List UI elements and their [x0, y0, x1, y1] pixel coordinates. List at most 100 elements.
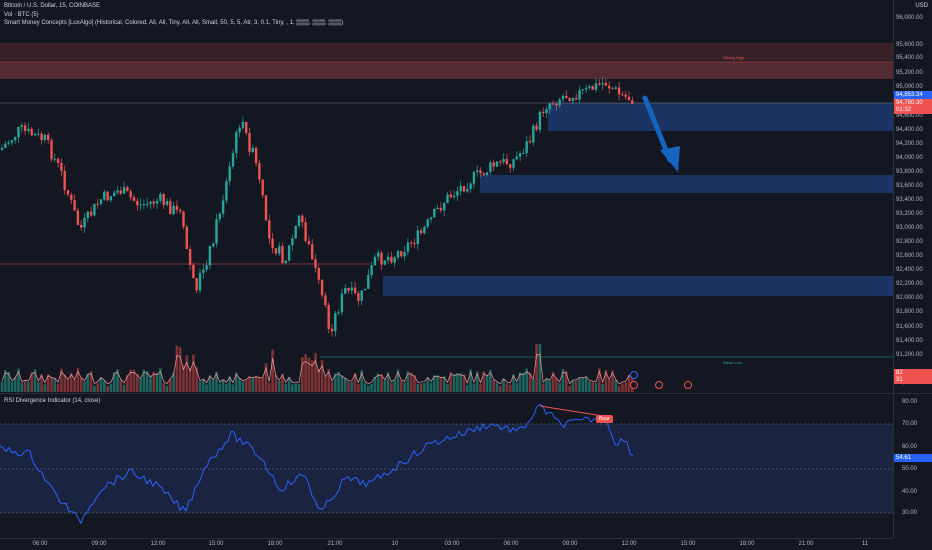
- volume-bar: [489, 369, 492, 392]
- volume-bar: [548, 380, 552, 392]
- time-tick-label: 15:00: [208, 541, 224, 547]
- volume-bar: [106, 385, 109, 392]
- candle-body: [50, 140, 53, 160]
- volume-bar: [334, 373, 337, 392]
- volume-bar: [459, 373, 462, 392]
- candle-body: [225, 181, 228, 201]
- candle-body: [136, 200, 139, 206]
- volume-bar: [409, 372, 413, 392]
- candle-body: [327, 305, 330, 329]
- volume-bar: [178, 347, 182, 392]
- candle-body: [575, 97, 578, 100]
- candle-body: [482, 173, 485, 175]
- volume-bar: [188, 367, 192, 392]
- currency-label[interactable]: USD: [915, 3, 928, 9]
- volume-bar: [565, 371, 568, 392]
- candle-body: [132, 197, 136, 201]
- candle-body: [169, 201, 172, 215]
- weak-low-label: Weak Low: [723, 360, 742, 365]
- volume-bar: [591, 382, 594, 392]
- volume-bar: [555, 378, 558, 392]
- time-axis[interactable]: 06:00 09:00 12:00 15:00 18:00 21:00 10 03:00 06:…: [0, 538, 893, 550]
- candle-body: [509, 164, 512, 168]
- news-icon[interactable]: [684, 381, 692, 389]
- candle-body: [47, 134, 50, 141]
- volume-bar: [244, 379, 248, 392]
- pane-separator[interactable]: [0, 393, 932, 394]
- volume-bar: [475, 371, 479, 392]
- volume-bar: [518, 372, 522, 392]
- candle-body: [56, 158, 60, 163]
- rsi-scale[interactable]: 80.00 70.00 60.00 50.00 40.00 30.00 54.61: [893, 394, 932, 538]
- price-tick-label: 94,200.00: [896, 141, 923, 147]
- candle-body: [205, 265, 208, 270]
- candle-body: [370, 265, 373, 275]
- volume-bar: [185, 355, 189, 392]
- candle-body: [525, 141, 528, 153]
- volume-tag-1: 82: [894, 369, 932, 377]
- time-tick-label: 06:00: [32, 541, 48, 547]
- gear-icon[interactable]: [630, 381, 638, 389]
- volume-bar: [330, 381, 334, 392]
- symbol-legend[interactable]: Bitcoin / U.S. Dollar, 15, COINBASE: [4, 3, 101, 9]
- candle-body: [386, 256, 390, 261]
- candle-body: [0, 147, 4, 150]
- candle-body: [621, 94, 624, 96]
- volume-bar: [142, 369, 146, 392]
- volume-bar: [617, 385, 621, 392]
- main-chart-pane[interactable]: Bitcoin / U.S. Dollar, 15, COINBASE Vol …: [0, 0, 893, 393]
- candle-body: [99, 199, 103, 204]
- candle-body: [261, 179, 264, 196]
- candle-body: [20, 125, 23, 127]
- candle-body: [76, 210, 80, 225]
- volume-bar: [202, 379, 205, 392]
- candle-body: [301, 215, 304, 223]
- volume-bar: [505, 383, 509, 392]
- volume-bar: [383, 380, 387, 392]
- volume-bar: [215, 371, 218, 392]
- price-tick-label: 93,000.00: [896, 225, 923, 231]
- candle-body: [238, 127, 241, 133]
- candlestick-chart[interactable]: [0, 0, 893, 393]
- candle-body: [179, 209, 182, 212]
- candle-body: [383, 260, 386, 265]
- candle-body: [416, 230, 419, 245]
- volume-bar: [261, 377, 264, 392]
- volume-bar: [221, 379, 225, 392]
- price-scale[interactable]: USD 96,000.00 95,600.00 95,400.00 95,200.00…: [893, 0, 932, 393]
- rsi-legend[interactable]: RSI Divergence Indicator (14, close): [4, 398, 101, 404]
- candle-body: [116, 190, 119, 193]
- volume-bar: [360, 370, 363, 392]
- smc-legend[interactable]: Smart Money Concepts [LuxAlgo] (Historic…: [4, 20, 344, 26]
- candle-body: [122, 187, 126, 194]
- candle-body: [142, 203, 146, 205]
- plus-icon[interactable]: [630, 371, 638, 379]
- price-tick-label: 95,200.00: [896, 70, 923, 76]
- time-tick-label: 21:00: [798, 541, 814, 547]
- candle-body: [185, 226, 188, 250]
- rsi-chart[interactable]: [0, 394, 893, 538]
- volume-legend[interactable]: Vol · BTC (5): [4, 12, 39, 18]
- price-tick-label: 91,800.00: [896, 309, 923, 315]
- candle-body: [37, 133, 40, 135]
- rsi-pane[interactable]: RSI Divergence Indicator (14, close) Bea…: [0, 394, 893, 538]
- candle-body: [113, 192, 116, 197]
- volume-bar: [225, 383, 228, 392]
- candle-body: [33, 133, 37, 136]
- candle-body: [410, 242, 413, 244]
- price-tick-label: 96,000.00: [896, 15, 923, 21]
- news-icon[interactable]: [655, 381, 663, 389]
- volume-bar: [462, 374, 466, 392]
- volume-bar: [96, 383, 99, 392]
- volume-bar: [314, 353, 317, 392]
- candle-body: [380, 252, 383, 265]
- volume-bar: [165, 385, 169, 392]
- candle-body: [320, 279, 324, 296]
- price-tick-label: 91,400.00: [896, 338, 923, 344]
- candle-body: [258, 163, 261, 180]
- price-tick-label: 95,000.00: [896, 84, 923, 90]
- candle-body: [93, 203, 96, 216]
- candle-body: [571, 97, 575, 101]
- price-tick-label: 94,600.00: [896, 113, 923, 119]
- volume-bar: [294, 383, 297, 392]
